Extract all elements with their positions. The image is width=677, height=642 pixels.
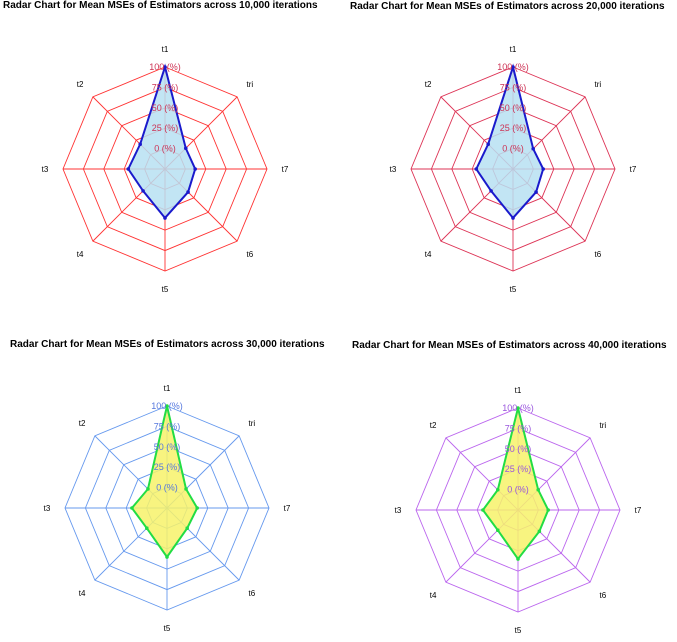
data-point [541,167,545,171]
grid-label: 100 (%) [497,62,529,72]
axis-label: t7 [282,165,289,174]
axis-label: t3 [395,506,402,515]
radar-chart: 0 (%) 25 (%) 50 (%) 75 (%) 100 (%) t1 tri t7 t6 t… [395,386,642,635]
grid-label: 0 (%) [502,144,524,154]
data-point [537,529,542,534]
axis-label: t5 [164,624,171,633]
grid-label: 100 (%) [151,401,183,411]
data-point [536,488,540,492]
grid-label: 25 (%) [505,464,532,474]
grid-label: 50 (%) [154,442,181,452]
axis-label: t5 [510,285,517,294]
axis-label: t7 [630,165,637,174]
chart-title: Radar Chart for Mean MSEs of Estimators … [3,0,318,11]
data-point [481,508,485,512]
radar-panel-4: Radar Chart for Mean MSEs of Estimators … [338,321,676,642]
data-point [184,487,188,491]
axis-label: t5 [162,285,169,294]
data-point [195,506,199,510]
grid-label: 25 (%) [152,123,179,133]
grid-label: 25 (%) [500,123,527,133]
data-point [489,189,493,193]
axis-label: t3 [390,165,397,174]
data-point [183,146,188,151]
data-point [496,528,500,532]
axis-label: t2 [425,80,432,89]
grid-label: 25 (%) [154,462,181,472]
axis-label: t6 [600,591,607,600]
axis-label: t2 [430,421,437,430]
data-point [531,147,535,151]
data-point [511,65,515,69]
axis-label: tri [595,80,602,89]
data-point [516,557,520,561]
radar-panel-1: Radar Chart for Mean MSEs of Estimators … [0,0,338,321]
data-point [163,216,167,220]
grid-label: 75 (%) [152,82,179,92]
data-point [186,190,190,194]
axis-label: t1 [510,45,517,54]
grid-label: 75 (%) [154,421,181,431]
data-point [165,404,169,408]
grid-label: 100 (%) [149,62,181,72]
chart-title: Radar Chart for Mean MSEs of Estimators … [350,1,665,12]
data-point [185,526,189,530]
axis-label: t1 [162,45,169,54]
grid-label: 0 (%) [156,483,178,493]
axis-label: tri [247,80,254,89]
radar-panel-2: Radar Chart for Mean MSEs of Estimators … [338,0,676,321]
data-point [534,190,538,194]
axis-label: t1 [164,384,171,393]
axis-label: t1 [515,386,522,395]
grid-label: 50 (%) [505,444,532,454]
axis-label: t6 [247,250,254,259]
data-point [163,65,167,69]
data-point [496,488,500,492]
axis-label: t3 [42,165,49,174]
data-point [126,167,131,171]
data-point [546,508,550,512]
axis-label: tri [600,421,607,430]
chart-title: Radar Chart for Mean MSEs of Estimators … [10,339,325,350]
axis-label: t4 [79,589,86,598]
axis-label: t4 [430,591,437,600]
data-point [474,167,479,171]
grid-label: 50 (%) [500,103,527,113]
grid-label: 75 (%) [500,82,527,92]
grid-label: 100 (%) [502,403,534,413]
radar-panel-3: Radar Chart for Mean MSEs of Estimators … [0,321,338,642]
data-point [193,167,197,171]
data-point [165,555,169,559]
data-point [516,406,520,410]
axis-label: t4 [77,250,84,259]
axis-label: t2 [79,419,86,428]
radar-chart: 0 (%) 25 (%) 50 (%) 75 (%) 100 (%) t1 tri t7 t6 t… [390,45,637,294]
axis-label: t6 [249,589,256,598]
axis-label: t6 [595,250,602,259]
data-point [130,506,134,510]
grid-label: 75 (%) [505,423,532,433]
data-point [486,142,490,146]
axis-label: t4 [425,250,432,259]
grid-label: 0 (%) [154,144,176,154]
data-point [146,487,150,491]
axis-label: t3 [44,504,51,513]
axis-label: t7 [635,506,642,515]
axis-label: t2 [77,80,84,89]
axis-label: t5 [515,626,522,635]
data-point [145,526,149,530]
data-point [141,189,145,193]
data-point [138,142,142,146]
axis-label: tri [249,419,256,428]
grid-label: 50 (%) [152,103,179,113]
data-point [511,216,515,220]
radar-chart: 0 (%) 25 (%) 50 (%) 75 (%) 100 (%) t1 tri t7 t6 t… [42,45,289,294]
axis-label: t7 [284,504,291,513]
radar-chart: 0 (%) 25 (%) 50 (%) 75 (%) 100 (%) t1 tri t7 t6 t… [44,384,291,633]
grid-label: 0 (%) [507,485,529,495]
chart-title: Radar Chart for Mean MSEs of Estimators … [352,340,667,351]
